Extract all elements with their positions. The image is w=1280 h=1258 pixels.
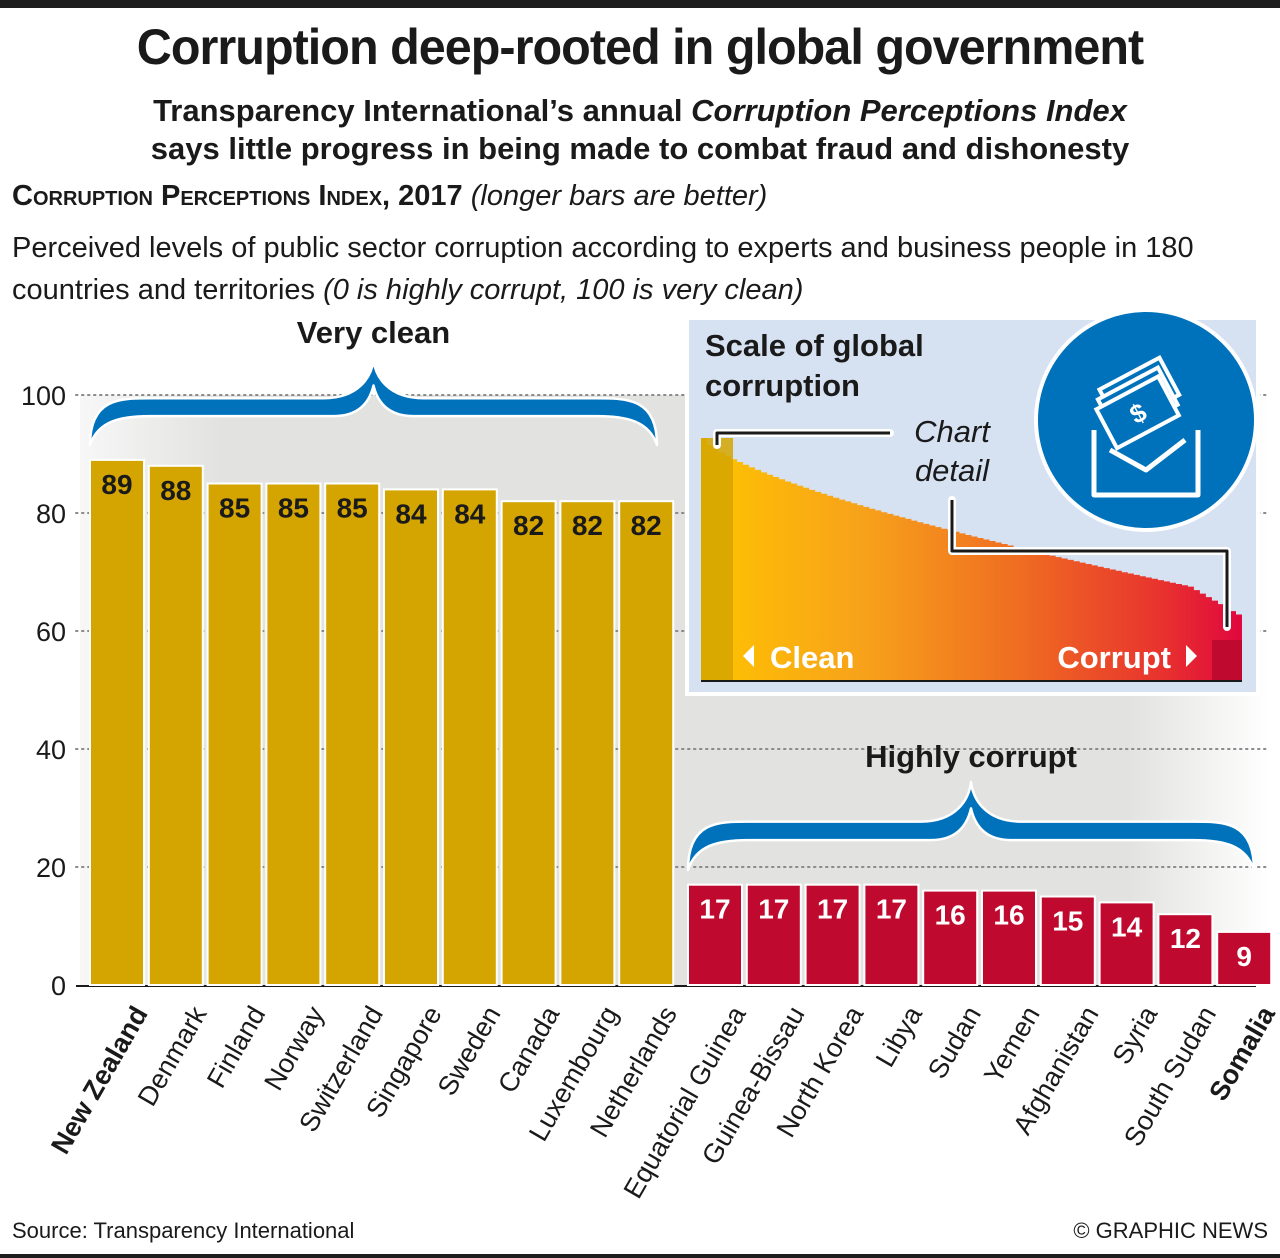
bar-value-label: 16 <box>935 900 966 931</box>
bar-value-label: 82 <box>572 510 603 541</box>
bar-value-label: 84 <box>454 498 486 529</box>
bar-value-label: 17 <box>817 894 848 925</box>
bar <box>500 500 557 986</box>
group-label: Highly corrupt <box>865 739 1077 774</box>
y-axis-ticks: 0 20 40 60 80 100 <box>21 381 66 1001</box>
inset-panel: Scale of global corruption Chart detail Clea… <box>685 308 1260 696</box>
distribution-area <box>701 438 1242 681</box>
arrow-left-icon <box>743 645 754 667</box>
money-envelope-icon: $ <box>1034 308 1258 532</box>
x-tick-label: Syria <box>1107 1000 1164 1069</box>
bar-value-label: 17 <box>758 894 789 925</box>
bar <box>206 482 263 986</box>
description: Perceived levels of public sector corrup… <box>12 227 1272 311</box>
subtitle-index-name: Corruption Perceptions Index <box>691 93 1127 128</box>
description-scale-note: (0 is highly corrupt, 100 is very clean) <box>323 274 804 306</box>
bar <box>1039 895 1096 986</box>
bar <box>324 482 381 986</box>
envelope-body <box>1091 430 1201 498</box>
bar <box>804 883 861 987</box>
group-braces: Very clean Highly corrupt <box>88 315 1256 872</box>
bar <box>618 500 675 986</box>
distribution-clean-highlight <box>701 438 733 681</box>
x-axis-labels: New ZealandDenmarkFinlandNorwaySwitzerla… <box>45 1000 1280 1203</box>
x-tick-label: Sudan <box>922 1001 987 1084</box>
annotation-line2: detail <box>915 453 990 488</box>
clean-label: Clean <box>770 640 854 675</box>
bar <box>863 883 920 987</box>
description-main: Perceived levels of public sector corrup… <box>12 232 1194 306</box>
corrupt-label: Corrupt <box>1057 640 1171 675</box>
section-note: (longer bars are better) <box>470 180 768 212</box>
annotation-line1: Chart <box>914 414 991 449</box>
envelope-flap <box>1108 438 1187 473</box>
section-title: Corruption Perceptions Index, 2017 <box>12 180 463 212</box>
bar-value-label: 9 <box>1236 941 1252 972</box>
callout-line <box>715 431 890 445</box>
bar <box>559 500 616 986</box>
bar-value-label: 17 <box>876 894 907 925</box>
inset-title-line1: Scale of global <box>705 328 924 363</box>
bar-value-label: 85 <box>278 493 309 524</box>
top-rule <box>0 0 1280 8</box>
bottom-rule <box>0 1254 1280 1258</box>
banknotes: $ <box>1093 354 1182 451</box>
bar <box>441 488 498 986</box>
bar-value-label: 14 <box>1111 911 1143 942</box>
bar-value-label: 17 <box>699 894 730 925</box>
banknote <box>1093 373 1182 451</box>
source-note: Source: Transparency International <box>12 1218 355 1243</box>
bars: 89 88 85 85 85 84 84 82 82 82 17 17 17 17 16 16 15 14 12 9 <box>89 458 1273 987</box>
subtitle-part1: Transparency International’s annual <box>153 93 692 128</box>
bar <box>1098 901 1155 987</box>
bar <box>265 482 322 986</box>
y-tick-label: 60 <box>36 617 66 647</box>
subtitle: Transparency International’s annual Corr… <box>0 92 1280 168</box>
section-heading: Corruption Perceptions Index, 2017 (long… <box>12 180 767 213</box>
y-tick-label: 0 <box>51 971 66 1001</box>
callout-line <box>950 500 1229 627</box>
page-title: Corruption deep-rooted in global governm… <box>136 19 1144 75</box>
bar <box>89 458 145 986</box>
bar <box>147 464 204 986</box>
cpi-bar-chart: 0 20 40 60 80 100 89 88 85 85 85 84 84 82 82 82 17 17 17 1… <box>21 308 1280 1203</box>
x-tick-label: Libya <box>870 1000 929 1072</box>
brace <box>88 358 659 447</box>
y-tick-label: 80 <box>36 499 66 529</box>
y-tick-label: 100 <box>21 381 66 411</box>
bar <box>922 889 979 986</box>
credit-note: © GRAPHIC NEWS <box>1073 1218 1268 1243</box>
bar <box>981 889 1037 986</box>
group-label: Very clean <box>297 315 450 350</box>
bar <box>1216 930 1273 987</box>
x-tick-label: New Zealand <box>45 1001 154 1159</box>
inset-title-line2: corruption <box>705 368 860 403</box>
bar-value-label: 82 <box>631 510 662 541</box>
bar-value-label: 15 <box>1052 906 1083 937</box>
y-tick-label: 20 <box>36 853 66 883</box>
arrow-right-icon <box>1186 645 1197 667</box>
bar <box>687 883 743 987</box>
bar-value-label: 84 <box>395 498 427 529</box>
bar <box>1157 913 1214 987</box>
subtitle-line2: says little progress in being made to co… <box>150 131 1130 166</box>
y-tick-label: 40 <box>36 735 66 765</box>
bar <box>383 488 439 986</box>
brace <box>686 780 1256 872</box>
bar-value-label: 12 <box>1170 923 1201 954</box>
bar-value-label: 16 <box>993 900 1024 931</box>
distribution-corrupt-highlight <box>1212 640 1242 681</box>
bar-value-label: 82 <box>513 510 544 541</box>
bar-value-label: 89 <box>101 469 132 500</box>
bar-value-label: 85 <box>219 493 250 524</box>
bar <box>745 883 802 987</box>
bar-value-label: 88 <box>160 475 191 506</box>
bar-value-label: 85 <box>337 493 368 524</box>
